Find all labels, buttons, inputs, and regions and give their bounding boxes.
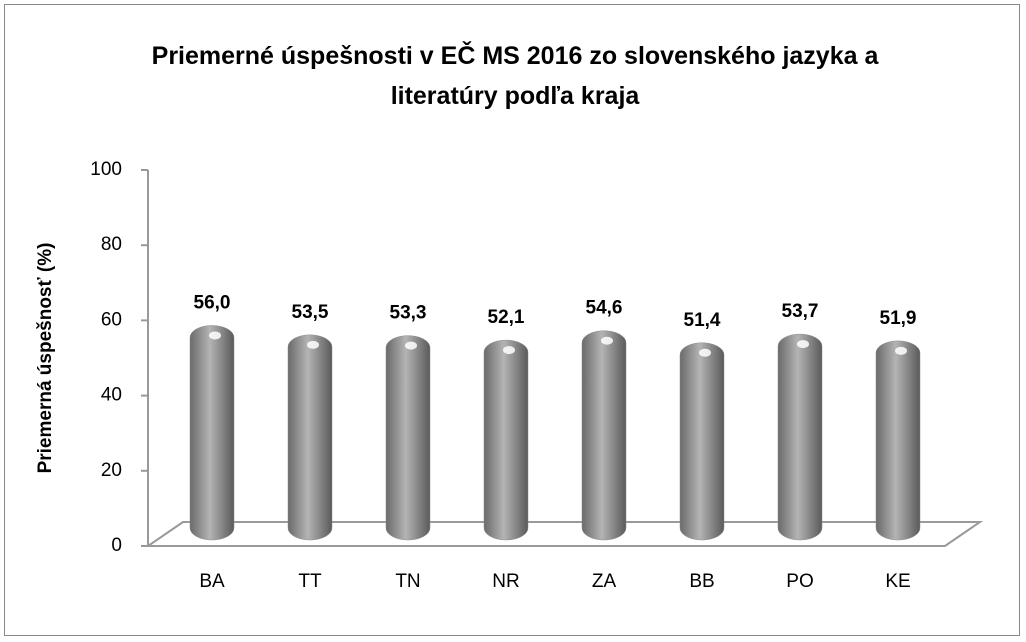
x-tick-label: BA bbox=[199, 571, 225, 592]
bar bbox=[679, 342, 725, 541]
value-label: 51,9 bbox=[880, 308, 917, 329]
bar-highlight bbox=[405, 341, 417, 350]
chart-title: Priemerné úspešnosti v EČ MS 2016 zo slo… bbox=[151, 42, 879, 110]
value-label: 52,1 bbox=[488, 307, 525, 328]
y-tick-label: 20 bbox=[101, 460, 122, 481]
value-label: 56,0 bbox=[194, 292, 231, 313]
bar-highlight bbox=[209, 331, 221, 340]
y-tick-label: 100 bbox=[90, 159, 122, 180]
bar bbox=[483, 339, 529, 541]
y-tick-label: 0 bbox=[111, 535, 122, 556]
y-tick-label: 80 bbox=[101, 234, 122, 255]
x-tick-label: BB bbox=[689, 571, 714, 592]
value-label: 54,6 bbox=[586, 298, 623, 319]
bar-highlight bbox=[797, 340, 809, 349]
x-tick-label: ZA bbox=[592, 571, 617, 592]
bar bbox=[385, 335, 431, 541]
y-tick-label: 40 bbox=[101, 385, 122, 406]
bar bbox=[777, 333, 823, 541]
bar-highlight bbox=[699, 348, 711, 357]
x-tick-label: NR bbox=[492, 571, 519, 592]
bar-highlight bbox=[601, 336, 613, 345]
y-axis-label: Priemerná úspešnosť (%) bbox=[35, 243, 56, 474]
bar-highlight bbox=[895, 346, 907, 355]
value-label: 53,3 bbox=[390, 303, 427, 324]
chart-border bbox=[4, 4, 1020, 636]
floor bbox=[144, 521, 984, 547]
value-label: 53,7 bbox=[782, 301, 819, 322]
bar bbox=[287, 334, 333, 541]
bar bbox=[875, 340, 921, 541]
x-tick-label: TT bbox=[298, 571, 322, 592]
x-tick-label: PO bbox=[786, 571, 813, 592]
x-tick-label: TN bbox=[395, 571, 420, 592]
x-tick-label: KE bbox=[885, 571, 910, 592]
bar bbox=[581, 330, 627, 541]
value-label: 53,5 bbox=[292, 302, 329, 323]
bar-highlight bbox=[503, 346, 515, 355]
y-tick-label: 60 bbox=[101, 309, 122, 330]
bar bbox=[189, 325, 235, 541]
bar-highlight bbox=[307, 340, 319, 349]
value-label: 51,4 bbox=[684, 310, 721, 331]
